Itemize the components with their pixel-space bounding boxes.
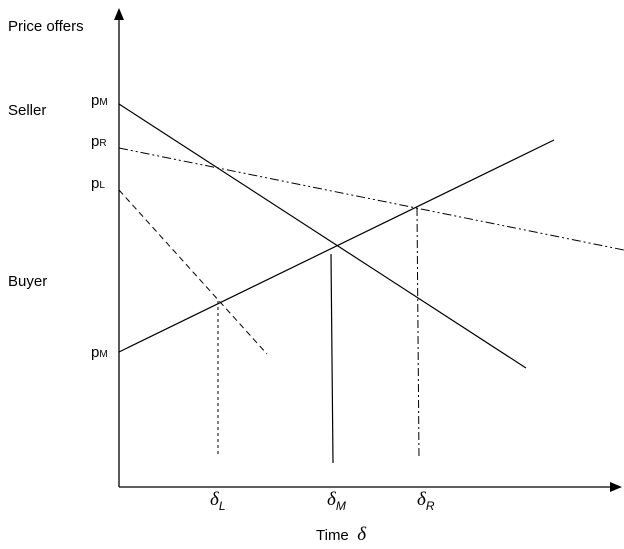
seller-label: Seller	[8, 102, 46, 119]
seller-offer-line-l	[118, 189, 268, 355]
time-label-delta-l: δL	[210, 489, 226, 513]
buyer-offer-line	[118, 139, 555, 353]
price-label-pm-buyer: pM	[91, 344, 108, 361]
seller-offer-line-r	[118, 147, 624, 251]
time-label-delta-m: δM	[327, 489, 346, 513]
y-axis-arrowhead	[114, 8, 124, 20]
time-label-delta-r: δR	[417, 489, 435, 513]
drop-line-r	[416, 207, 420, 460]
buyer-label: Buyer	[8, 273, 47, 290]
price-label-pl: pL	[91, 175, 105, 192]
seller-offer-line-m	[118, 103, 527, 369]
x-axis-title: Time δ	[316, 524, 367, 545]
drop-line-m	[330, 253, 334, 464]
y-axis-title: Price offers	[8, 18, 84, 35]
price-label-pm-seller: pM	[91, 92, 108, 109]
price-label-pr: pR	[91, 133, 107, 150]
x-axis-arrowhead	[610, 482, 622, 492]
